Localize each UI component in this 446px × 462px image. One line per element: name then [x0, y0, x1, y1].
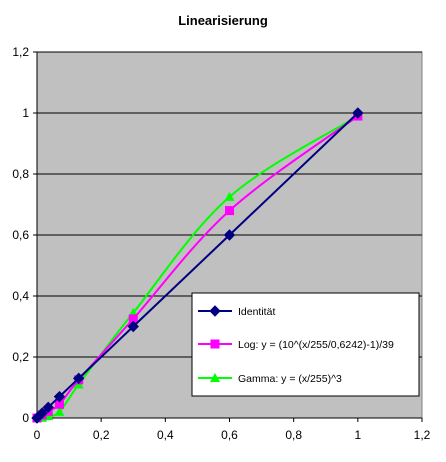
- data-point: [54, 406, 65, 416]
- x-tick-label: 0,4: [157, 428, 174, 442]
- data-point: [54, 399, 64, 409]
- legend-label: Identität: [238, 306, 275, 318]
- x-tick-label: 0,8: [285, 428, 302, 442]
- legend-label: Log: y = (10^(x/255/0,6242)-1)/39: [238, 339, 394, 351]
- legend-marker: [210, 339, 220, 349]
- y-tick-label: 0,2: [12, 350, 29, 364]
- data-point: [127, 320, 139, 333]
- data-point: [224, 191, 235, 201]
- series-diamond: [31, 107, 364, 424]
- x-tick-label: 0: [34, 428, 41, 442]
- data-point: [42, 401, 54, 414]
- y-tick-label: 0,4: [12, 289, 29, 303]
- legend-marker: [209, 305, 221, 317]
- legend-item: Log: y = (10^(x/255/0,6242)-1)/39: [198, 339, 394, 351]
- legend-item: Gamma: y = (x/255)^3: [198, 373, 342, 385]
- legend-marker: [210, 373, 220, 382]
- legend-item: Identität: [198, 305, 275, 318]
- data-point: [53, 390, 66, 403]
- data-point: [352, 107, 364, 119]
- data-point: [223, 229, 236, 241]
- y-tick-label: 1: [22, 106, 29, 120]
- x-tick-label: 0,6: [221, 428, 238, 442]
- legend: Identität Log: y = (10^(x/255/0,6242)-1)/…: [191, 292, 420, 397]
- y-tick-label: 0: [22, 411, 29, 425]
- series-layer: [31, 107, 364, 424]
- x-tick-label: 0,2: [93, 428, 110, 442]
- y-tick-label: 0,8: [12, 167, 29, 181]
- data-point: [36, 407, 48, 419]
- x-tick-label: 1: [354, 428, 361, 442]
- data-point: [73, 372, 85, 385]
- legend-label: Gamma: y = (x/255)^3: [238, 373, 342, 385]
- x-tick-label: 1,2: [414, 428, 431, 442]
- y-tick-label: 1,2: [12, 45, 29, 59]
- chart-title: Linearisierung: [178, 13, 268, 28]
- data-point: [128, 314, 138, 324]
- data-point: [225, 206, 234, 216]
- y-tick-label: 0,6: [12, 228, 29, 242]
